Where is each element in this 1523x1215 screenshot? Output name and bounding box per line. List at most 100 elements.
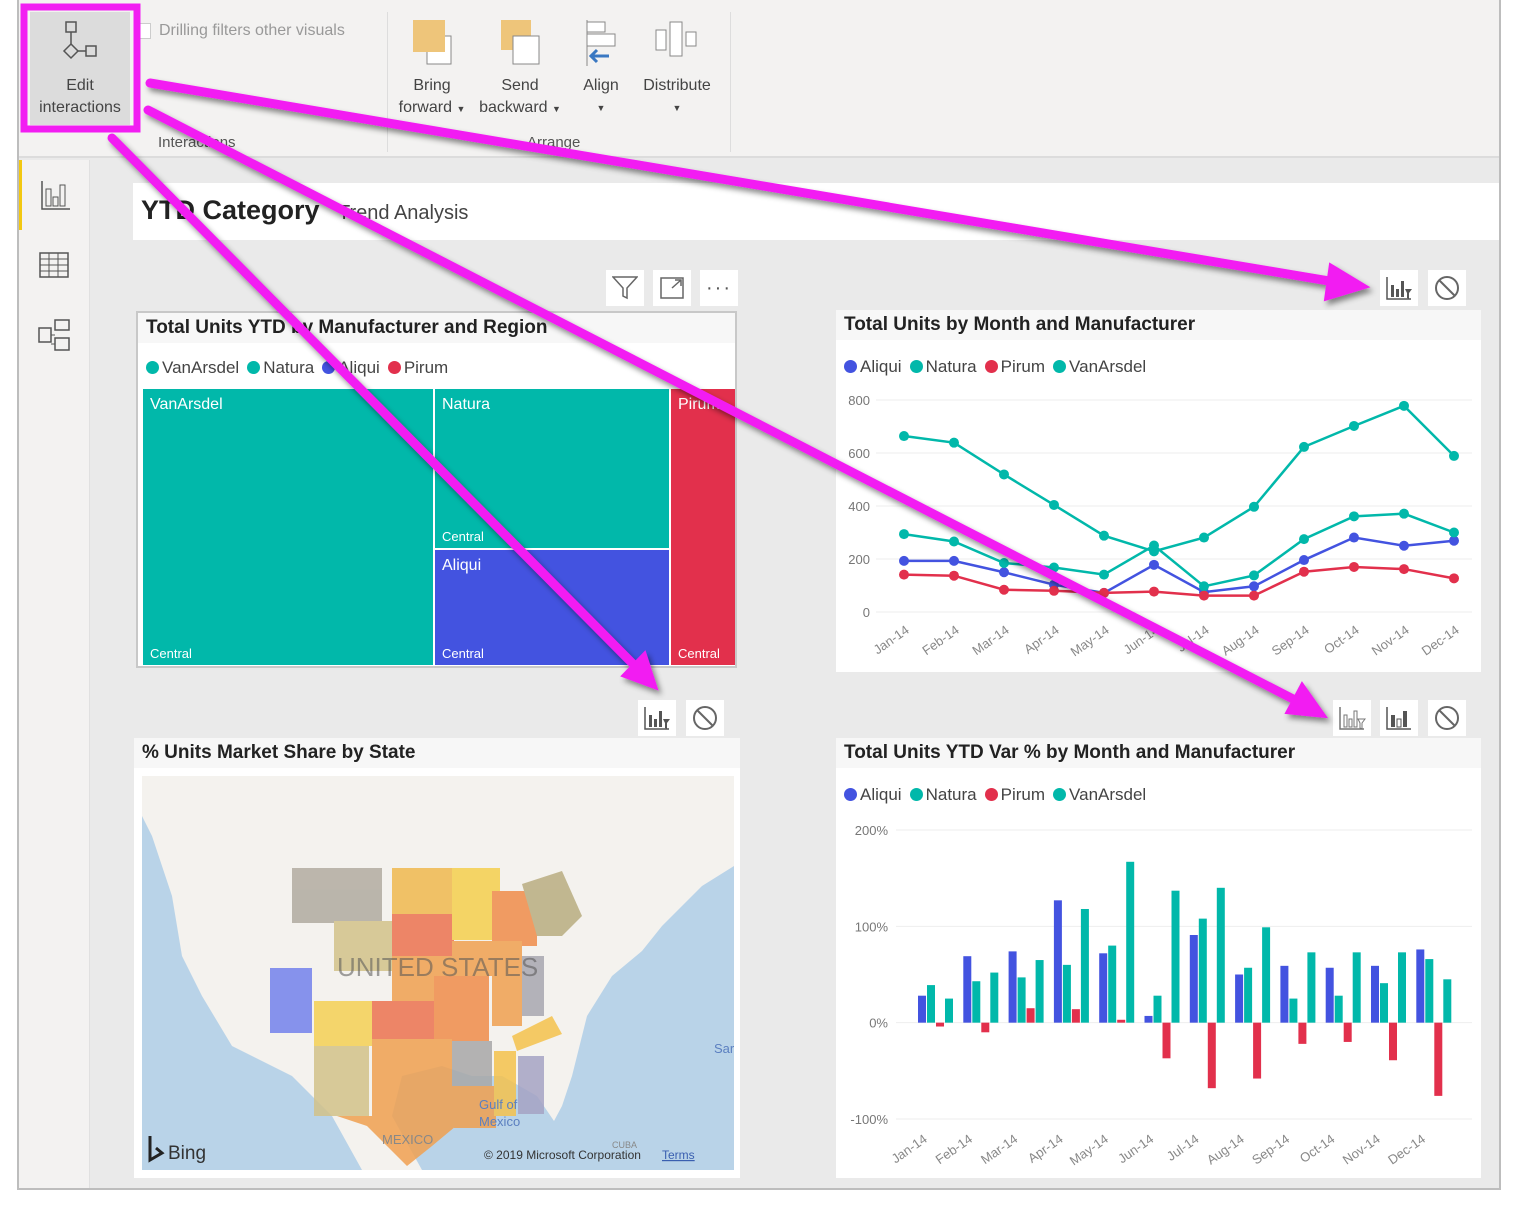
data-point-pirum[interactable] (999, 584, 1009, 595)
bar-pirum[interactable] (1207, 1022, 1216, 1089)
data-point-vanarsdel[interactable] (999, 469, 1009, 480)
bar-natura[interactable] (1017, 977, 1026, 1023)
no-interaction-button[interactable] (686, 700, 724, 736)
bar-vanarsdel[interactable] (1080, 908, 1089, 1023)
data-point-pirum[interactable] (1449, 573, 1459, 584)
bar-natura[interactable] (1380, 983, 1388, 1023)
map-visual[interactable]: % Units Market Share by State (134, 738, 740, 1178)
bar-natura[interactable] (1153, 995, 1162, 1023)
bar-vanarsdel[interactable] (945, 998, 953, 1023)
bar-chart-visual[interactable]: Total Units YTD Var % by Month and Manuf… (836, 738, 1481, 1178)
bar-pirum[interactable] (1026, 1008, 1035, 1023)
data-point-natura[interactable] (1099, 569, 1109, 580)
bar-aliqui[interactable] (1235, 974, 1244, 1023)
data-point-natura[interactable] (999, 557, 1009, 568)
legend-item[interactable]: Aliqui (322, 358, 380, 378)
data-point-vanarsdel[interactable] (1049, 499, 1059, 510)
line-chart-visual[interactable]: Total Units by Month and Manufacturer Al… (836, 310, 1481, 672)
data-point-aliqui[interactable] (1349, 532, 1359, 543)
send-backward-button[interactable]: Send backward ▼ (475, 18, 565, 120)
data-point-aliqui[interactable] (1449, 535, 1459, 546)
bar-pirum[interactable] (1071, 1009, 1080, 1023)
bar-aliqui[interactable] (1144, 1015, 1153, 1023)
bar-vanarsdel[interactable] (1262, 927, 1271, 1023)
treemap-tile-natura[interactable]: Natura Central (435, 389, 669, 548)
distribute-button[interactable]: Distribute ▼ (636, 18, 718, 119)
align-button[interactable]: Align ▼ (575, 18, 627, 119)
filter-interaction-button[interactable] (1380, 270, 1418, 306)
data-point-pirum[interactable] (899, 569, 909, 580)
legend-item[interactable]: VanArsdel (1053, 785, 1146, 805)
checkbox-box[interactable] (139, 23, 151, 39)
data-point-aliqui[interactable] (1249, 581, 1259, 592)
data-view-button[interactable] (19, 230, 89, 300)
bar-vanarsdel[interactable] (1352, 952, 1361, 1023)
bar-vanarsdel[interactable] (1398, 952, 1406, 1023)
bring-forward-button[interactable]: Bring forward ▼ (394, 18, 470, 120)
data-point-vanarsdel[interactable] (1299, 441, 1309, 452)
data-point-aliqui[interactable] (1399, 540, 1409, 551)
data-point-vanarsdel[interactable] (1199, 532, 1209, 543)
bar-aliqui[interactable] (1053, 900, 1062, 1023)
bar-vanarsdel[interactable] (1443, 979, 1452, 1023)
model-view-button[interactable] (19, 300, 89, 370)
bar-pirum[interactable] (1117, 1019, 1126, 1023)
bar-vanarsdel[interactable] (1126, 861, 1135, 1023)
filter-interaction-button[interactable] (1333, 700, 1371, 736)
data-point-pirum[interactable] (1249, 590, 1259, 601)
treemap-tile-vanarsdel[interactable]: VanArsdel Central (143, 389, 433, 665)
legend-item[interactable]: Aliqui (844, 785, 902, 805)
bar-aliqui[interactable] (1099, 953, 1108, 1023)
data-point-vanarsdel[interactable] (1349, 420, 1359, 431)
bar-natura[interactable] (1108, 945, 1117, 1023)
bar-vanarsdel[interactable] (1035, 960, 1044, 1023)
bar-aliqui[interactable] (1189, 935, 1198, 1023)
bar-vanarsdel[interactable] (1216, 887, 1225, 1023)
no-interaction-button[interactable] (1428, 270, 1466, 306)
bar-aliqui[interactable] (918, 995, 926, 1023)
bar-natura[interactable] (1425, 959, 1434, 1023)
report-view-button[interactable] (19, 160, 89, 230)
data-point-pirum[interactable] (1299, 566, 1309, 577)
bar-aliqui[interactable] (1008, 951, 1017, 1023)
data-point-pirum[interactable] (1049, 585, 1059, 596)
bar-pirum[interactable] (1162, 1022, 1171, 1059)
drilling-filters-checkbox[interactable]: Drilling filters other visuals (139, 22, 345, 40)
treemap-visual[interactable]: Total Units YTD by Manufacturer and Regi… (136, 311, 737, 668)
bar-pirum[interactable] (1434, 1022, 1443, 1096)
bar-natura[interactable] (1062, 964, 1071, 1023)
bar-aliqui[interactable] (1371, 965, 1379, 1023)
legend-item[interactable]: VanArsdel (146, 358, 239, 378)
bar-vanarsdel[interactable] (1307, 952, 1316, 1023)
data-point-aliqui[interactable] (949, 555, 959, 566)
legend-item[interactable]: Natura (247, 358, 314, 378)
data-point-pirum[interactable] (1399, 564, 1409, 575)
filter-button[interactable] (606, 270, 644, 306)
data-point-pirum[interactable] (1149, 586, 1159, 597)
data-point-pirum[interactable] (1199, 590, 1209, 601)
data-point-vanarsdel[interactable] (1099, 530, 1109, 541)
edit-interactions-button[interactable]: Edit interactions (30, 12, 130, 125)
bar-aliqui[interactable] (1325, 967, 1334, 1023)
filter-interaction-button[interactable] (638, 700, 676, 736)
data-point-pirum[interactable] (1349, 561, 1359, 572)
data-point-aliqui[interactable] (999, 567, 1009, 578)
map-canvas[interactable]: UNITED STATES Gulf of Mexico MEXICO CUBA… (142, 776, 734, 1170)
data-point-vanarsdel[interactable] (949, 437, 959, 448)
bar-pirum[interactable] (936, 1022, 944, 1027)
data-point-natura[interactable] (1299, 534, 1309, 545)
bar-natura[interactable] (1334, 995, 1343, 1023)
data-point-natura[interactable] (1049, 562, 1059, 573)
data-point-natura[interactable] (949, 536, 959, 547)
data-point-vanarsdel[interactable] (1449, 450, 1459, 461)
data-point-natura[interactable] (1449, 527, 1459, 538)
data-point-aliqui[interactable] (899, 555, 909, 566)
data-point-aliqui[interactable] (1149, 559, 1159, 570)
bar-aliqui[interactable] (963, 956, 972, 1023)
data-point-vanarsdel[interactable] (1399, 400, 1409, 411)
focus-mode-button[interactable] (653, 270, 691, 306)
data-point-natura[interactable] (1399, 508, 1409, 519)
bar-pirum[interactable] (981, 1022, 990, 1033)
data-point-pirum[interactable] (949, 570, 959, 581)
data-point-vanarsdel[interactable] (899, 431, 909, 442)
